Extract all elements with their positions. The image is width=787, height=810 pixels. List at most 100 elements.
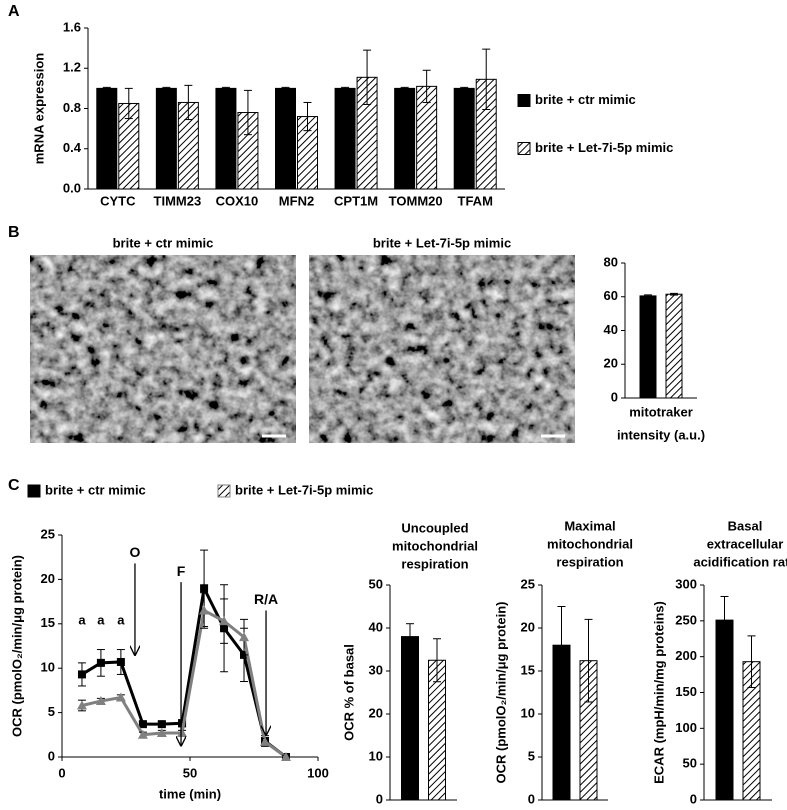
marker: [116, 657, 125, 666]
bar: [334, 87, 356, 190]
panel-label: A: [8, 3, 20, 20]
y-tick-label: 10: [521, 705, 535, 720]
panel-label: C: [8, 477, 20, 494]
marker: [219, 616, 230, 626]
y-axis-label: OCR % of basal: [341, 644, 356, 741]
marker: [177, 728, 188, 738]
y-axis-label: OCR (pmolO₂/min/μg protein): [493, 602, 508, 784]
marker: [281, 752, 291, 761]
arrow-label: O: [130, 544, 141, 560]
marker: [239, 632, 250, 642]
y-tick-label: 10: [41, 660, 55, 675]
chart-title: mitochondrial: [547, 536, 633, 551]
y-tick-label: 20: [369, 705, 383, 720]
marker: [77, 670, 86, 679]
y-tick-label: 5: [48, 704, 55, 719]
y-tick-label: 25: [521, 576, 535, 591]
marker: [96, 658, 105, 667]
chart-title: respiration: [401, 556, 468, 571]
legend-swatch: [217, 484, 231, 498]
annotation: a: [78, 613, 86, 628]
y-tick-label: 60: [604, 288, 618, 303]
y-axis-label: mRNA expression: [31, 53, 46, 165]
legend-swatch: [517, 142, 531, 155]
annotation: a: [97, 613, 105, 628]
chart-title: Maximal: [564, 518, 615, 533]
y-tick-label: 0: [611, 389, 618, 404]
y-tick-label: 20: [604, 356, 618, 371]
y-tick-label: 15: [41, 615, 55, 630]
x-tick-label: TFAM: [458, 193, 493, 208]
legend-label: brite + ctr mimic: [45, 482, 146, 497]
chart-title: extracellular: [707, 536, 784, 551]
y-tick-label: 200: [675, 648, 697, 663]
y-tick-label: 1.2: [63, 60, 81, 75]
x-axis-label: intensity (a.u.): [617, 427, 705, 442]
legend-swatch: [27, 484, 41, 498]
x-tick-label: 50: [183, 765, 197, 780]
y-tick-label: 0: [48, 748, 55, 763]
y-tick-label: 150: [675, 684, 697, 699]
bar: [401, 636, 419, 801]
y-tick-label: 100: [675, 720, 697, 735]
bar: [275, 87, 296, 190]
bar: [394, 87, 416, 190]
micrograph: [309, 255, 575, 443]
y-tick-label: 20: [521, 619, 535, 634]
marker: [76, 700, 87, 710]
y-tick-label: 40: [369, 619, 383, 634]
marker: [200, 584, 209, 593]
chart-title: respiration: [556, 554, 623, 569]
y-tick-label: 15: [521, 662, 535, 677]
x-tick-label: CPT1M: [334, 193, 378, 208]
y-axis-label: OCR (pmolO₂/min/μg protein): [9, 555, 24, 737]
x-tick-label: COX10: [216, 193, 259, 208]
y-tick-label: 20: [41, 571, 55, 586]
bar: [453, 87, 475, 190]
marker: [115, 692, 126, 702]
y-tick-label: 0.8: [63, 100, 81, 115]
y-tick-label: 40: [604, 322, 618, 337]
y-axis-label: ECAR (mpH/min/mg proteins): [651, 601, 666, 784]
y-tick-label: 1.6: [63, 19, 81, 34]
marker: [260, 736, 271, 746]
y-tick-label: 0.0: [63, 180, 81, 195]
marker: [138, 720, 147, 729]
x-tick-label: TOMM20: [389, 193, 443, 208]
panel-label: B: [8, 224, 20, 241]
x-tick-label: 0: [58, 765, 65, 780]
y-tick-label: 25: [41, 526, 55, 541]
arrow-label: R/A: [254, 591, 278, 607]
y-tick-label: 250: [675, 612, 697, 627]
marker: [178, 719, 187, 728]
y-tick-label: 50: [369, 576, 383, 591]
marker: [137, 729, 148, 739]
x-axis-label: time (min): [159, 786, 221, 801]
marker: [157, 720, 166, 729]
y-tick-label: 0: [376, 791, 383, 806]
bar: [155, 87, 177, 190]
y-tick-label: 50: [683, 756, 697, 771]
legend-swatch: [517, 94, 531, 107]
chart-title: acidification rate: [693, 554, 787, 569]
bar: [96, 87, 118, 190]
chart-title: Basal: [728, 518, 763, 533]
bar: [215, 87, 237, 190]
x-axis-label: mitotraker: [629, 404, 693, 419]
marker: [95, 696, 106, 706]
y-tick-label: 5: [528, 748, 535, 763]
x-tick-label: TIMM23: [154, 193, 202, 208]
legend-label: brite + Let-7i-5p mimic: [535, 140, 673, 155]
y-tick-label: 300: [675, 576, 697, 591]
y-tick-label: 0: [690, 791, 697, 806]
x-tick-label: 100: [307, 765, 329, 780]
image-title: brite + Let-7i-5p mimic: [373, 235, 511, 250]
legend-label: brite + Let-7i-5p mimic: [235, 482, 373, 497]
y-tick-label: 30: [369, 662, 383, 677]
legend-label: brite + ctr mimic: [535, 92, 636, 107]
x-tick-label: CYTC: [100, 193, 136, 208]
y-tick-label: 0.4: [63, 140, 82, 155]
chart-title: mitochondrial: [392, 538, 478, 553]
micrograph: [30, 255, 296, 443]
